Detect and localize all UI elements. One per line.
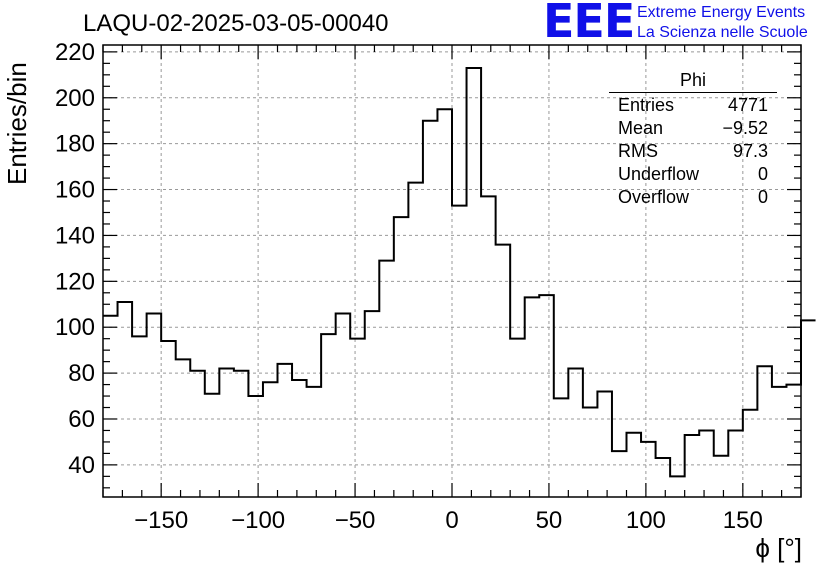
x-tick-label: 0 [445,507,458,534]
x-axis-label: ϕ [°] [755,533,802,563]
histogram-bin [786,385,801,497]
histogram-bin [612,451,627,497]
stats-value: 4771 [727,95,768,115]
histogram-bin [670,476,685,497]
y-tick-label: 100 [55,314,95,341]
y-tick-label: 60 [68,406,95,433]
stats-value: 0 [757,164,768,184]
histogram-bin [743,410,758,497]
y-tick-label: 160 [55,177,95,204]
stats-value: −9.52 [722,118,768,138]
histogram-bin [641,442,656,497]
histogram-bin [394,217,409,497]
histogram-bin [597,391,612,497]
histogram-bin [292,380,307,497]
histogram-bin [481,196,496,497]
stats-value: 97.3 [732,141,768,161]
histogram-bin [234,371,249,497]
y-axis-label: Entries/bin [2,62,32,185]
histogram-bin [190,371,205,497]
y-tick-label: 220 [55,39,95,66]
histogram-bin [176,359,191,497]
y-tick-label: 80 [68,360,95,387]
histogram-bin [496,245,511,497]
y-tick-label: 200 [55,85,95,112]
stats-label: Underflow [618,164,700,184]
histogram-bin [321,334,336,497]
histogram-bin [205,394,220,497]
histogram-bin [350,339,365,497]
histogram-bin [103,316,118,497]
histogram-bin [510,339,525,497]
y-tick-label: 40 [68,452,95,479]
y-tick-label: 120 [55,268,95,295]
stats-label: RMS [618,141,658,161]
x-tick-label: −100 [231,507,285,534]
y-tick-label: 180 [55,131,95,158]
histogram-bin [583,408,598,497]
stats-value: 0 [757,187,768,207]
stats-box: Phi Entries 4771 Mean −9.52 RMS 97.3 Und… [609,70,777,209]
histogram-line [103,66,816,478]
histogram-bin [219,369,234,497]
histogram-bin [132,336,147,497]
y-tick-label: 140 [55,222,95,249]
histogram-bin [423,121,438,497]
stats-label: Mean [618,118,664,138]
histogram-bin [685,435,700,497]
histogram-bin [147,313,162,497]
histogram-bin [278,364,293,497]
histogram-bin [467,68,482,497]
histogram-bin [772,387,787,497]
stats-row-entries: Entries 4771 [609,94,777,117]
stats-name: Phi [609,70,777,93]
histogram-bin [656,458,671,497]
x-tick-label: −150 [134,507,188,534]
stats-row-mean: Mean −9.52 [609,117,777,140]
logo-line-2: La Scienza nelle Scuole [637,24,808,41]
logo-line-1: Extreme Energy Events [637,4,806,21]
histogram-bin [379,261,394,497]
histogram-bin [263,382,278,497]
histogram-bin [118,302,133,497]
histogram-bin [539,295,554,497]
stats-row-rms: RMS 97.3 [609,140,777,163]
stats-row-underflow: Underflow 0 [609,163,777,186]
histogram-bin [728,430,743,497]
histogram-bin [699,430,714,497]
histogram-bin [408,183,423,497]
histogram-bin [757,366,772,497]
histogram-bin [452,206,467,497]
chart-title: LAQU-02-2025-03-05-00040 [83,10,389,37]
histogram-bin [554,398,569,497]
stats-label: Entries [618,95,675,115]
histogram-bin [437,109,452,497]
stats-label: Overflow [618,187,690,207]
histogram-bin [248,396,263,497]
x-tick-label: 100 [626,507,666,534]
histogram-bin [365,311,380,497]
stats-row-overflow: Overflow 0 [609,186,777,209]
histogram-bin [568,369,583,497]
histogram-bin [307,387,322,497]
x-tick-label: 150 [723,507,763,534]
histogram-bin [336,313,351,497]
histogram-bin [714,456,729,497]
eee-logo: EEE [543,0,635,48]
x-tick-label: −50 [335,507,376,534]
x-tick-label: 50 [536,507,563,534]
